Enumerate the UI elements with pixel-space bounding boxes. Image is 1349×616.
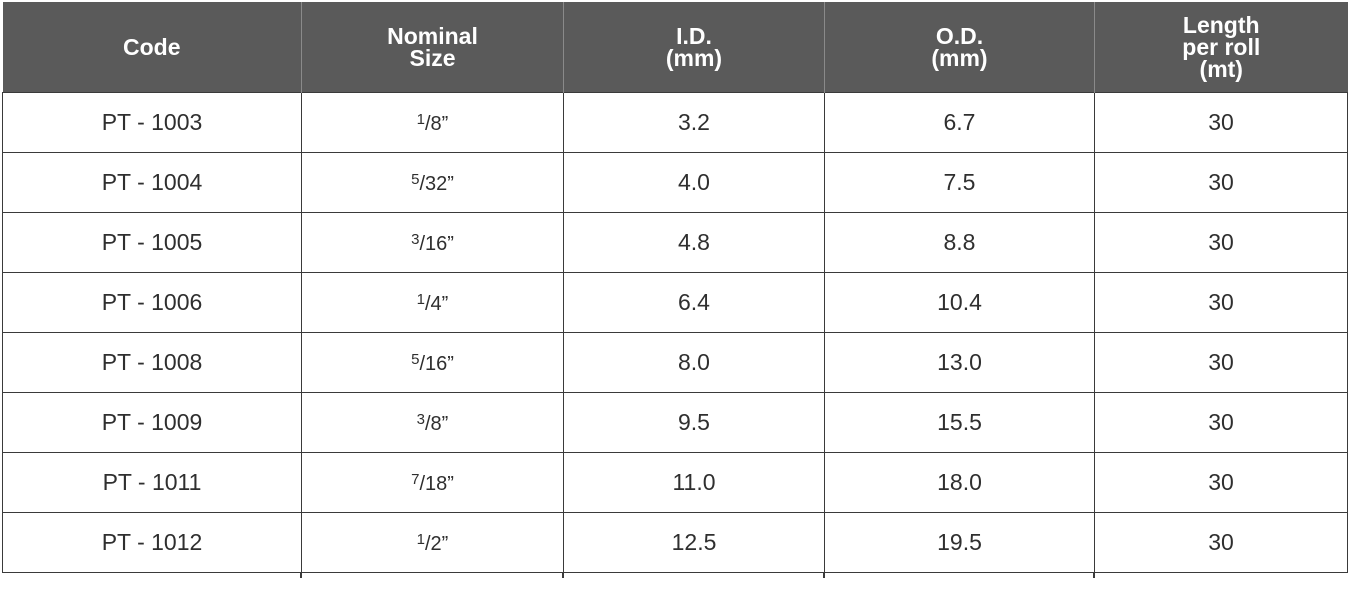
size-denominator: /16” xyxy=(419,233,454,255)
size-numerator: 1 xyxy=(416,291,425,308)
cell-od: 8.8 xyxy=(824,212,1095,273)
cell-nominal-size: 5/16” xyxy=(301,332,564,393)
cell-code: PT - 1006 xyxy=(2,272,302,333)
header-od-line: (mm) xyxy=(931,45,988,71)
cell-id: 9.5 xyxy=(563,392,825,453)
cell-nominal-size: 1/8” xyxy=(301,92,564,153)
cell-nominal-size: 5/32” xyxy=(301,152,564,213)
cell-length: 30 xyxy=(1094,152,1348,213)
column-divider-tick xyxy=(823,572,825,578)
cell-id: 12.5 xyxy=(563,512,825,573)
cell-code: PT - 1008 xyxy=(2,332,302,393)
cell-code: PT - 1009 xyxy=(2,392,302,453)
cell-id: 11.0 xyxy=(563,452,825,513)
header-id-line: (mm) xyxy=(665,45,723,71)
size-numerator: 3 xyxy=(411,231,420,248)
cell-id: 6.4 xyxy=(563,272,825,333)
header-length-line: per roll xyxy=(1182,34,1261,60)
column-divider-tick xyxy=(1093,572,1095,578)
cell-nominal-size: 1/4” xyxy=(301,272,564,333)
table-row: PT - 1012 1/2” 12.5 19.5 30 xyxy=(2,512,1348,573)
size-numerator: 7 xyxy=(411,471,420,488)
cell-length: 30 xyxy=(1094,452,1348,513)
header-nominal-size: Nominal Size xyxy=(301,2,564,93)
header-length-line: (mt) xyxy=(1199,56,1243,82)
cell-od: 15.5 xyxy=(824,392,1095,453)
table-row: PT - 1004 5/32” 4.0 7.5 30 xyxy=(2,152,1348,213)
cell-length: 30 xyxy=(1094,512,1348,573)
size-denominator: /16” xyxy=(419,353,454,375)
spec-table: Code Nominal Size I.D. (mm) O.D. (mm) Le… xyxy=(2,2,1348,573)
cell-od: 10.4 xyxy=(824,272,1095,333)
cell-length: 30 xyxy=(1094,332,1348,393)
header-length-per-roll: Length per roll (mt) xyxy=(1094,2,1348,93)
cell-nominal-size: 3/16” xyxy=(301,212,564,273)
cell-id: 4.0 xyxy=(563,152,825,213)
cell-nominal-size: 1/2” xyxy=(301,512,564,573)
cell-od: 6.7 xyxy=(824,92,1095,153)
cell-length: 30 xyxy=(1094,272,1348,333)
table-row: PT - 1011 7/18” 11.0 18.0 30 xyxy=(2,452,1348,513)
header-id: I.D. (mm) xyxy=(563,2,825,93)
size-numerator: 3 xyxy=(416,411,425,428)
table-header: Code Nominal Size I.D. (mm) O.D. (mm) Le… xyxy=(2,2,1348,93)
table-row: PT - 1006 1/4” 6.4 10.4 30 xyxy=(2,272,1348,333)
size-denominator: /4” xyxy=(425,293,449,315)
cell-od: 13.0 xyxy=(824,332,1095,393)
cell-code: PT - 1003 xyxy=(2,92,302,153)
cell-nominal-size: 3/8” xyxy=(301,392,564,453)
cell-od: 19.5 xyxy=(824,512,1095,573)
cell-od: 18.0 xyxy=(824,452,1095,513)
size-denominator: /18” xyxy=(419,473,454,495)
cell-id: 8.0 xyxy=(563,332,825,393)
column-divider-tick xyxy=(562,572,564,578)
cell-od: 7.5 xyxy=(824,152,1095,213)
header-id-line: I.D. xyxy=(676,23,712,49)
table-row: PT - 1008 5/16” 8.0 13.0 30 xyxy=(2,332,1348,393)
size-numerator: 5 xyxy=(411,171,420,188)
size-denominator: /32” xyxy=(419,173,454,195)
header-code: Code xyxy=(2,2,302,93)
header-row: Code Nominal Size I.D. (mm) O.D. (mm) Le… xyxy=(2,2,1348,93)
table-body: PT - 1003 1/8” 3.2 6.7 30 PT - 1004 5/32… xyxy=(2,92,1348,573)
header-od: O.D. (mm) xyxy=(824,2,1095,93)
size-denominator: /8” xyxy=(425,113,449,135)
cell-code: PT - 1012 xyxy=(2,512,302,573)
cell-length: 30 xyxy=(1094,92,1348,153)
cell-id: 4.8 xyxy=(563,212,825,273)
table-row: PT - 1003 1/8” 3.2 6.7 30 xyxy=(2,92,1348,153)
size-numerator: 1 xyxy=(416,111,425,128)
size-numerator: 1 xyxy=(416,531,425,548)
header-nominal-size-line: Size xyxy=(409,45,456,71)
cell-id: 3.2 xyxy=(563,92,825,153)
cell-length: 30 xyxy=(1094,212,1348,273)
header-od-line: O.D. xyxy=(935,23,984,49)
column-divider-tick xyxy=(300,572,302,578)
cell-code: PT - 1011 xyxy=(2,452,302,513)
header-nominal-size-line: Nominal xyxy=(387,23,478,49)
size-denominator: /8” xyxy=(425,413,449,435)
header-code-line: Code xyxy=(123,34,181,60)
cell-length: 30 xyxy=(1094,392,1348,453)
cell-nominal-size: 7/18” xyxy=(301,452,564,513)
table-row: PT - 1005 3/16” 4.8 8.8 30 xyxy=(2,212,1348,273)
cell-code: PT - 1005 xyxy=(2,212,302,273)
size-numerator: 5 xyxy=(411,351,420,368)
cell-code: PT - 1004 xyxy=(2,152,302,213)
header-length-line: Length xyxy=(1182,12,1260,38)
table-row: PT - 1009 3/8” 9.5 15.5 30 xyxy=(2,392,1348,453)
size-denominator: /2” xyxy=(425,533,449,555)
